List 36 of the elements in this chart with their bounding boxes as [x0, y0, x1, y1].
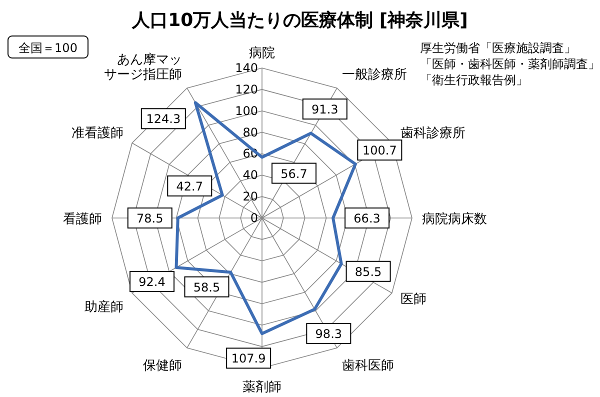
- y-tick-label: 80: [242, 125, 258, 140]
- spoke-label: 歯科診療所: [400, 126, 466, 141]
- data-label: 56.7: [280, 166, 308, 181]
- text: 厚生労働省「医療施設調査」: [420, 41, 576, 55]
- spoke-label: 病院: [249, 46, 275, 61]
- text: 全国＝100: [18, 41, 78, 55]
- data-label: 124.3: [146, 112, 181, 126]
- data-label: 107.9: [231, 352, 266, 366]
- spoke-label: 看護師: [63, 212, 102, 227]
- text: 「医師・歯科医師・薬剤師調査」: [420, 57, 600, 71]
- data-label: 98.3: [315, 326, 342, 341]
- spoke-label: 保健師: [143, 358, 182, 374]
- data-label: 91.3: [312, 102, 338, 117]
- spoke-label: 准看護師: [71, 126, 124, 141]
- spoke-label: 一般診療所: [342, 67, 407, 82]
- spoke-label: 医師: [400, 292, 427, 307]
- spoke-label: 病院病床数: [422, 212, 487, 227]
- spoke-label: 助産師: [84, 299, 124, 315]
- y-tick-label: 0: [250, 211, 258, 225]
- data-label: 85.5: [354, 264, 382, 279]
- chart-title: 人口10万人当たりの医療体制 [神奈川県]: [131, 10, 468, 31]
- spoke-label: あん摩マッサージ指圧師: [104, 52, 182, 82]
- data-label: 78.5: [136, 212, 164, 226]
- data-label: 42.7: [176, 179, 204, 194]
- y-tick-label: 120: [235, 82, 258, 96]
- text: 「衛生行政報告例」: [420, 73, 528, 87]
- data-label: 100.7: [362, 144, 397, 158]
- spoke-label: 歯科医師: [342, 358, 394, 374]
- y-tick-label: 40: [242, 168, 258, 182]
- y-tick-label: 100: [235, 104, 258, 118]
- y-tick-label: 20: [242, 190, 258, 204]
- y-tick-label: 140: [235, 61, 258, 75]
- spoke-label: 薬剤師: [242, 380, 282, 395]
- data-label: 66.3: [354, 212, 380, 226]
- data-label: 92.4: [138, 275, 166, 289]
- data-label: 58.5: [193, 280, 220, 294]
